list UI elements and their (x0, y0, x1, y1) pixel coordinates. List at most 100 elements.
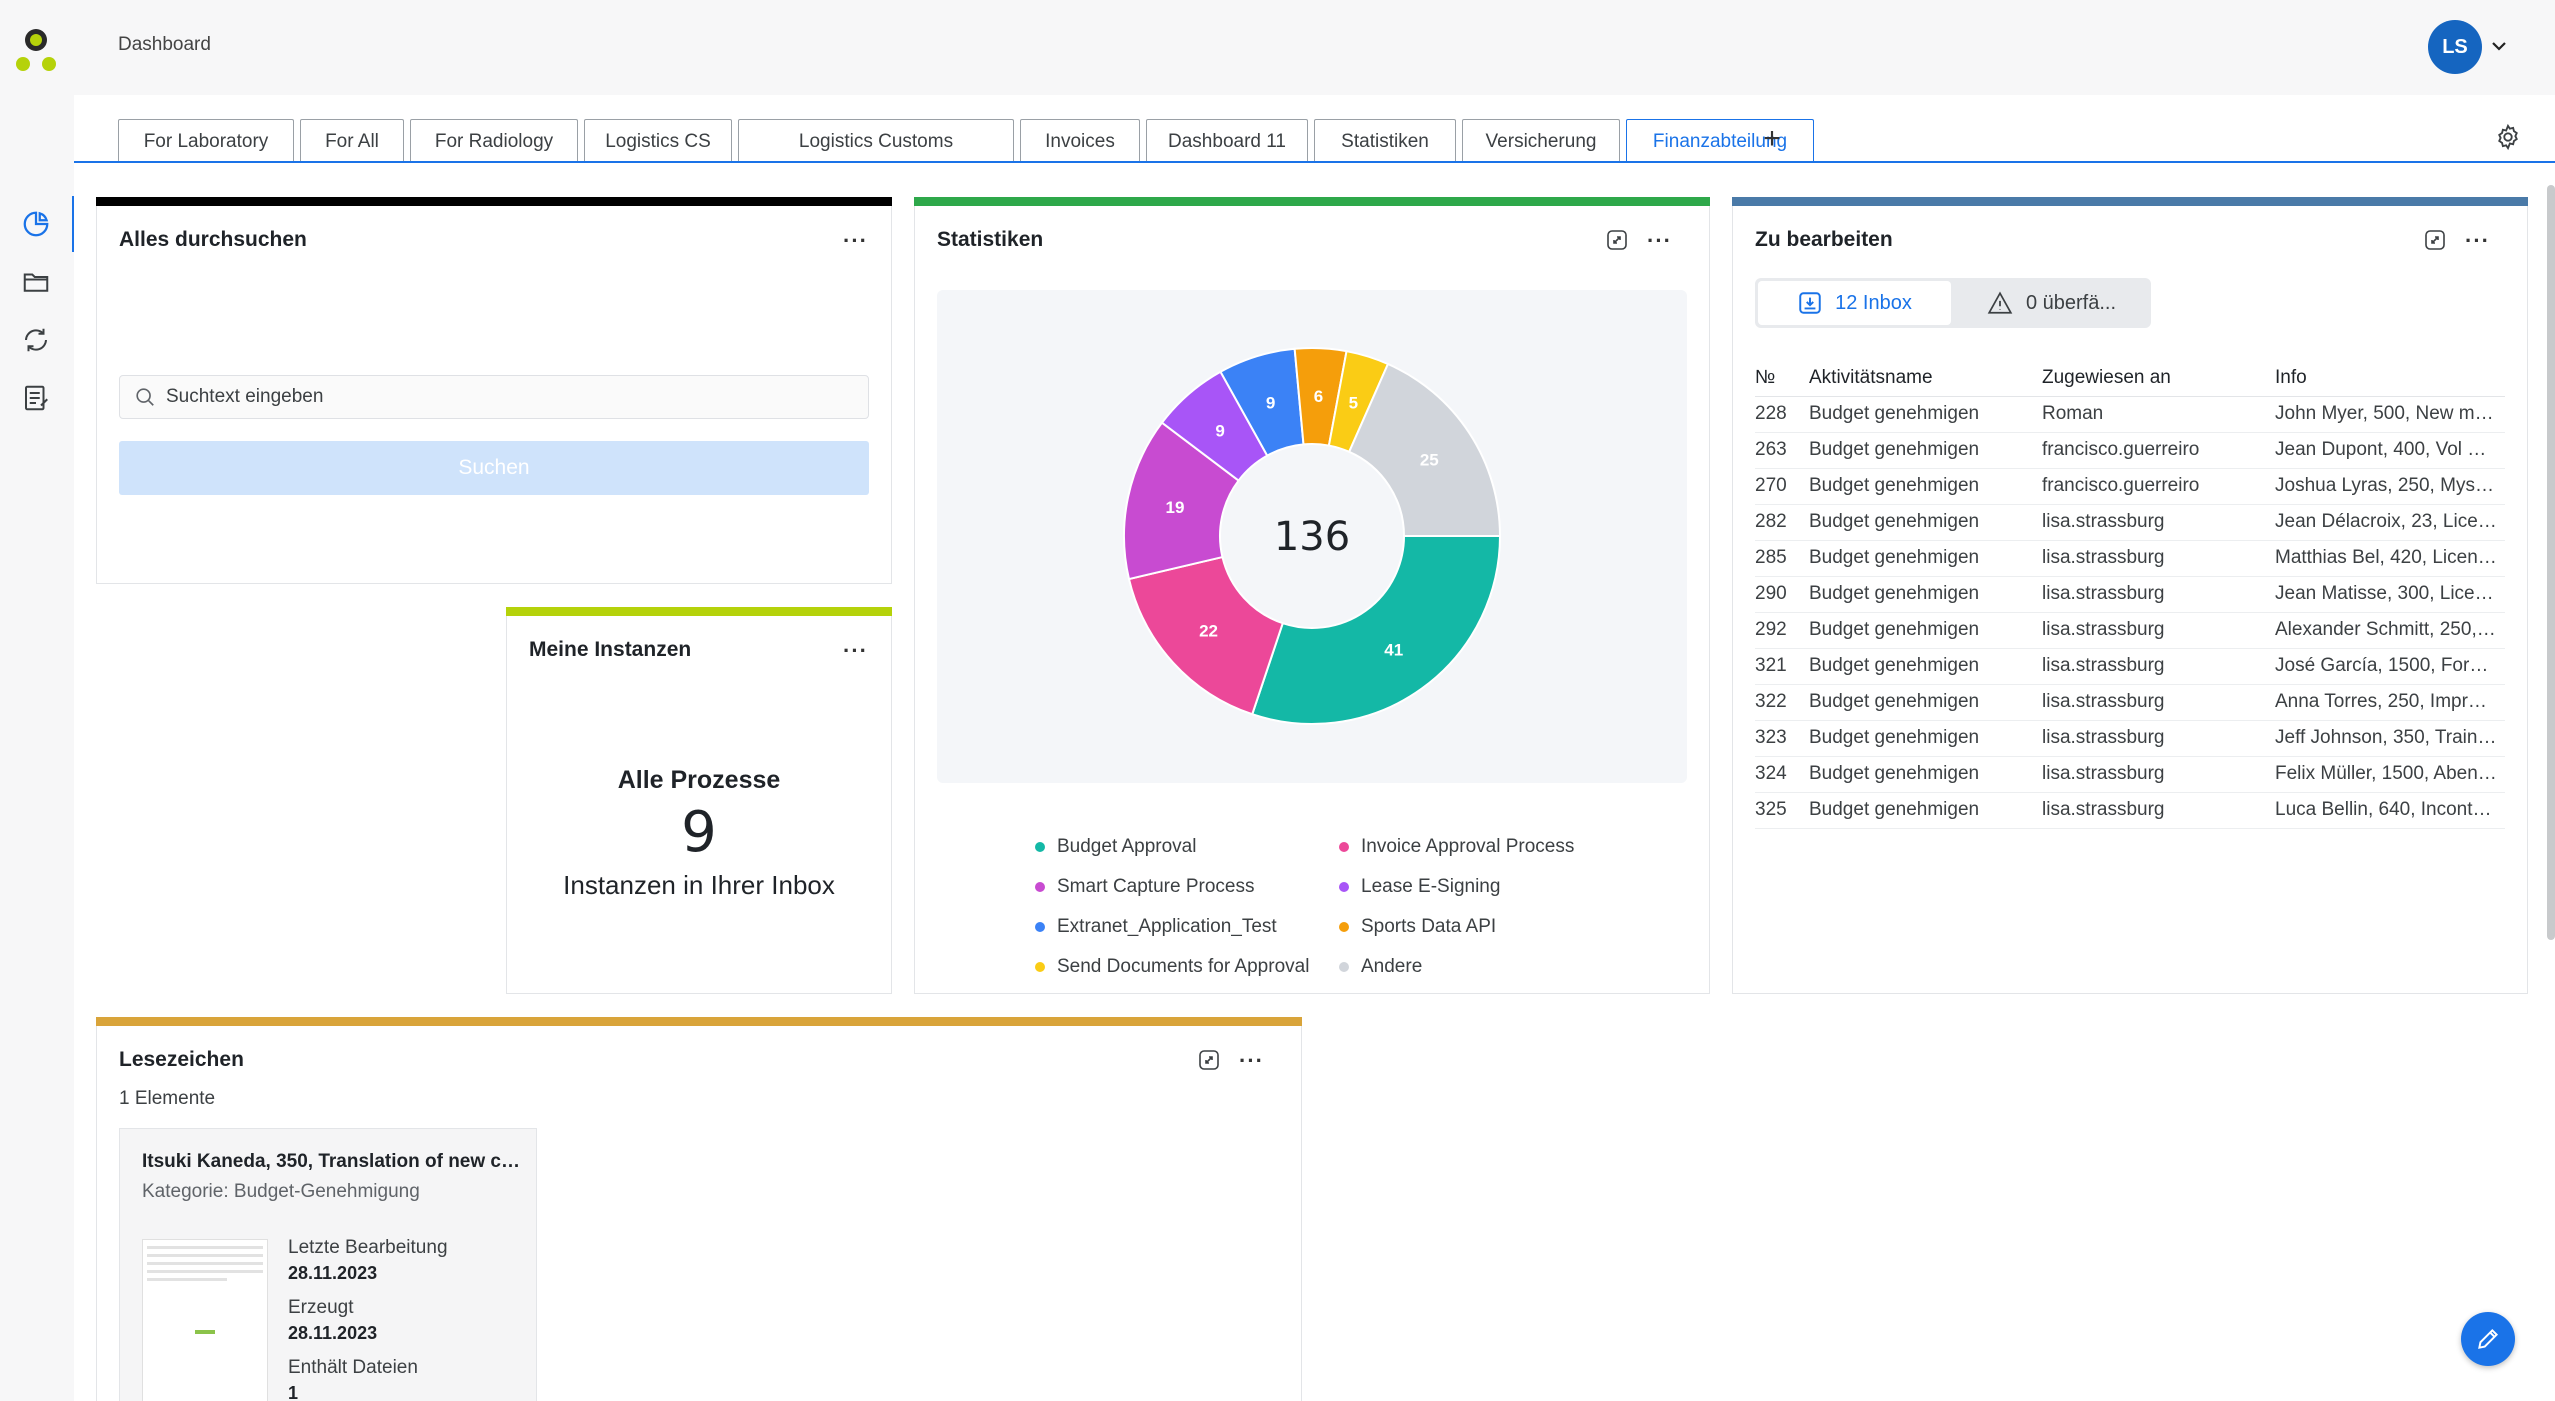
task-assignee: lisa.strassburg (2042, 792, 2275, 829)
chevron-down-icon[interactable] (2489, 36, 2509, 56)
tab-versicherung[interactable]: Versicherung (1462, 119, 1620, 163)
task-assignee: lisa.strassburg (2042, 612, 2275, 649)
table-row[interactable]: 270 Budget genehmigen francisco.guerreiro J… (1755, 468, 2505, 505)
slice-value-label: 22 (1199, 621, 1218, 640)
search-field[interactable] (119, 375, 869, 419)
legend-item[interactable]: Invoice Approval Process (1339, 836, 1574, 858)
legend-swatch (1339, 882, 1349, 892)
task-assignee: lisa.strassburg (2042, 540, 2275, 577)
table-row[interactable]: 263 Budget genehmigen francisco.guerreiro J… (1755, 432, 2505, 469)
widget-title: Meine Instanzen (529, 638, 692, 661)
expand-icon[interactable] (2423, 228, 2447, 252)
user-avatar[interactable]: LS (2428, 20, 2482, 74)
task-assignee: francisco.guerreiro (2042, 468, 2275, 505)
legend-item[interactable]: Smart Capture Process (1035, 876, 1254, 898)
tab-for-laboratory[interactable]: For Laboratory (118, 119, 294, 163)
slice-value-label: 19 (1166, 498, 1185, 517)
legend-item[interactable]: Extranet_Application_Test (1035, 916, 1277, 938)
more-options-icon[interactable]: ··· (1239, 1048, 1264, 1073)
table-header-row: № Aktivitätsname Zugewiesen an Info (1755, 360, 2505, 397)
legend-label: Send Documents for Approval (1057, 956, 1310, 977)
legend-swatch (1339, 922, 1349, 932)
inbox-filter-button[interactable]: 12 Inbox (1758, 281, 1951, 325)
search-icon (136, 388, 154, 406)
task-activity: Budget genehmigen (1809, 396, 2042, 433)
app-logo[interactable] (14, 26, 58, 74)
legend-item[interactable]: Sports Data API (1339, 916, 1496, 938)
legend-item[interactable]: Andere (1339, 956, 1422, 978)
table-row[interactable]: 325 Budget genehmigen lisa.strassburg Luca … (1755, 792, 2505, 829)
task-list-icon[interactable] (20, 382, 52, 414)
dashboard-chart-icon[interactable] (20, 208, 52, 240)
document-thumbnail[interactable] (142, 1239, 268, 1401)
table-row[interactable]: 322 Budget genehmigen lisa.strassburg Anna … (1755, 684, 2505, 721)
table-row[interactable]: 228 Budget genehmigen Roman John Myer, 500,… (1755, 396, 2505, 433)
table-row[interactable]: 321 Budget genehmigen lisa.strassburg José … (1755, 648, 2505, 685)
widget-accent-bar (96, 197, 892, 206)
bookmark-card[interactable]: Itsuki Kaneda, 350, Translation of new c… (119, 1128, 537, 1401)
pie-slice[interactable] (1250, 535, 1502, 725)
legend-item[interactable]: Lease E-Signing (1339, 876, 1500, 898)
more-options-icon[interactable]: ··· (2465, 228, 2490, 253)
last-edit-label: Letzte Bearbeitung (288, 1237, 448, 1258)
slice-value-label: 6 (1314, 387, 1323, 406)
expand-icon[interactable] (1197, 1048, 1221, 1072)
bookmark-count: 1 Elemente (119, 1088, 216, 1109)
bookmark-category: Kategorie: Budget-Genehmigung (142, 1181, 420, 1202)
column-header[interactable]: Info (2275, 360, 2505, 397)
tab-finanzabteilung[interactable]: Finanzabteilung (1626, 119, 1814, 165)
task-info: Luca Bellin, 640, Incontro... (2275, 792, 2505, 829)
legend-item[interactable]: Budget Approval (1035, 836, 1196, 858)
inbox-filter-toggle: 12 Inbox 0 überfä... (1755, 278, 2151, 328)
tab-for-all[interactable]: For All (300, 119, 404, 163)
tab-invoices[interactable]: Invoices (1020, 119, 1140, 163)
pie-slice[interactable] (1127, 555, 1285, 716)
top-header: Dashboard LS (74, 0, 2555, 95)
expand-icon[interactable] (1605, 228, 1629, 252)
folder-icon[interactable] (20, 266, 52, 298)
column-header[interactable]: Zugewiesen an (2042, 360, 2275, 397)
table-row[interactable]: 290 Budget genehmigen lisa.strassburg Jean … (1755, 576, 2505, 613)
task-number: 323 (1755, 720, 1809, 757)
legend-swatch (1035, 842, 1045, 852)
table-row[interactable]: 323 Budget genehmigen lisa.strassburg Jeff … (1755, 720, 2505, 757)
table-row[interactable]: 292 Budget genehmigen lisa.strassburg Alexa… (1755, 612, 2505, 649)
column-header[interactable]: № (1755, 360, 1809, 397)
widget-accent-bar (1732, 197, 2528, 206)
instances-subtitle: Instanzen in Ihrer Inbox (563, 870, 835, 900)
legend-item[interactable]: Send Documents for Approval (1035, 956, 1309, 978)
bookmark-title[interactable]: Itsuki Kaneda, 350, Translation of new c… (142, 1151, 522, 1172)
chart-area: 41 22 19 9 9 6 5 25 136 (937, 290, 1687, 783)
task-activity: Budget genehmigen (1809, 504, 2042, 541)
table-row[interactable]: 324 Budget genehmigen lisa.strassburg Felix… (1755, 756, 2505, 793)
page-scrollbar[interactable] (2547, 185, 2555, 940)
tab-logistics-customs[interactable]: Logistics Customs (738, 119, 1014, 163)
tab-for-radiology[interactable]: For Radiology (410, 119, 578, 163)
dashboard-tabs: For Laboratory For All For Radiology Log… (74, 95, 2555, 165)
slice-value-label: 25 (1420, 451, 1439, 470)
more-options-icon[interactable]: ··· (1647, 228, 1672, 253)
last-edit-value: 28.11.2023 (288, 1263, 378, 1283)
gear-icon[interactable] (2494, 123, 2522, 151)
column-header[interactable]: Aktivitätsname (1809, 360, 2042, 397)
table-row[interactable]: 285 Budget genehmigen lisa.strassburg Matth… (1755, 540, 2505, 577)
overdue-filter-button[interactable]: 0 überfä... (1954, 281, 2148, 325)
pie-slice[interactable] (1347, 362, 1502, 537)
task-info: Anna Torres, 250, Impresi... (2275, 684, 2505, 721)
task-info: José García, 1500, Formac... (2275, 648, 2505, 685)
slice-value-label: 9 (1215, 421, 1224, 440)
tab-logistics-cs[interactable]: Logistics CS (584, 119, 732, 163)
tab-dashboard-11[interactable]: Dashboard 11 (1146, 119, 1308, 163)
more-options-icon[interactable]: ··· (843, 638, 868, 663)
search-input[interactable] (166, 386, 846, 408)
instances-count[interactable]: 9 (681, 800, 717, 865)
widget-title: Zu bearbeiten (1755, 228, 1893, 251)
tab-statistiken[interactable]: Statistiken (1314, 119, 1456, 163)
table-row[interactable]: 282 Budget genehmigen lisa.strassburg Jean … (1755, 504, 2505, 541)
more-options-icon[interactable]: ··· (843, 228, 868, 253)
search-button[interactable]: Suchen (119, 441, 869, 495)
add-tab-button[interactable]: + (1763, 122, 1781, 155)
sync-icon[interactable] (20, 324, 52, 356)
edit-dashboard-button[interactable] (2461, 1312, 2515, 1366)
breadcrumb[interactable]: Dashboard (118, 34, 211, 55)
